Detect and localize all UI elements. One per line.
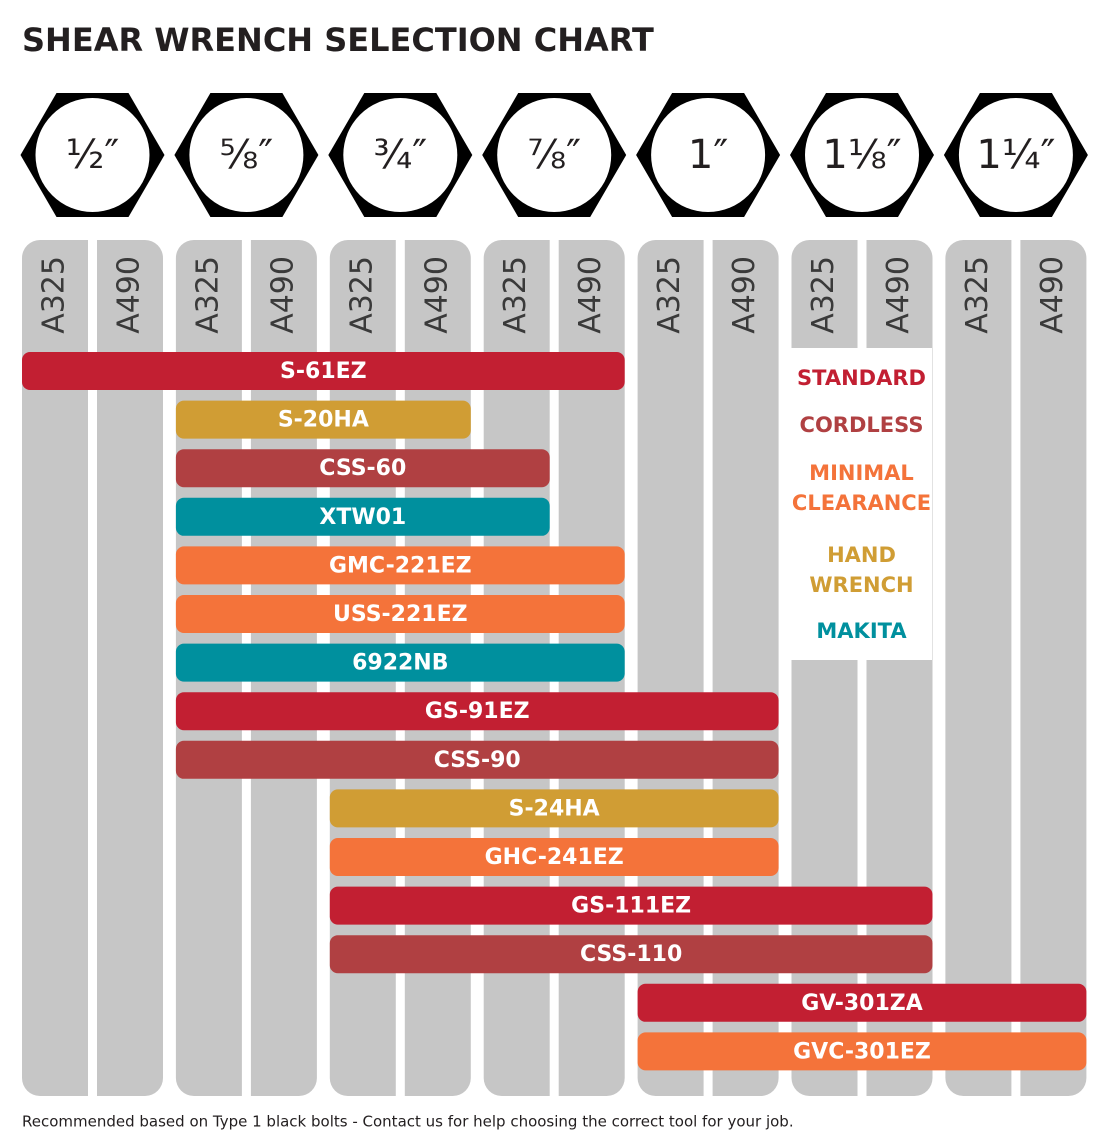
- grade-label: A325: [37, 256, 72, 334]
- legend-item: MINIMAL CLEARANCE: [791, 461, 932, 515]
- bolt-sizes: ½″ ⅝″ ¾″ ⅞″ 1″ 1⅛″ 1¼″: [20, 93, 1088, 217]
- tool-bar: [22, 352, 625, 390]
- tool-label: GS-111EZ: [571, 894, 691, 919]
- tool-bar: [637, 983, 1087, 1022]
- footnote: Recommended based on Type 1 black bolts …: [22, 1113, 794, 1131]
- nut-hole: [958, 98, 1073, 212]
- size-label: ⅞″: [527, 132, 581, 178]
- tool-bar: [175, 595, 625, 633]
- tool-label: CSS-90: [434, 748, 521, 773]
- grade-label: A490: [265, 256, 300, 334]
- size-label: 1⅛″: [822, 132, 901, 178]
- grade-label: A325: [190, 256, 225, 334]
- tool-bar: [329, 838, 779, 876]
- tool-label: USS-221EZ: [333, 602, 468, 627]
- tool-label: S-61EZ: [280, 359, 367, 384]
- size-label: ½″: [66, 132, 120, 178]
- nut-hole: [343, 98, 458, 212]
- tool-label: XTW01: [319, 505, 406, 530]
- grade-label: A325: [652, 256, 687, 334]
- tool-bar: [175, 692, 779, 731]
- legend-item: MAKITA: [816, 619, 907, 643]
- column-gap: [88, 240, 97, 1096]
- legend-item: STANDARD: [797, 366, 926, 390]
- size-label: ⅝″: [220, 132, 274, 178]
- tool-bar: [637, 1032, 1087, 1071]
- tool-label: S-20HA: [278, 408, 369, 433]
- tool-bar: [175, 497, 550, 536]
- tool-bar: [175, 740, 779, 779]
- tool-bar: [175, 400, 471, 439]
- grade-label: A325: [344, 256, 379, 334]
- grade-label: A325: [806, 256, 841, 334]
- size-label: 1″: [688, 132, 728, 178]
- column-gap: [1011, 240, 1021, 1096]
- nut-hole: [35, 98, 150, 212]
- grade-label: A490: [419, 256, 454, 334]
- title: SHEAR WRENCH SELECTION CHART: [22, 21, 654, 59]
- tool-label: GVC-301EZ: [793, 1039, 931, 1064]
- grade-label: A490: [573, 256, 608, 334]
- legend-box: [791, 348, 932, 660]
- column-gap: [703, 240, 713, 1096]
- tools: S-61EZ S-20HA CSS-60 XTW01 GMC-221EZ USS-221E…: [22, 352, 1087, 1071]
- nut-hole: [189, 98, 304, 212]
- tool-label: CSS-110: [580, 942, 682, 967]
- legend-item: HAND WRENCH: [809, 543, 914, 597]
- tool-bar: [175, 643, 625, 682]
- tool-label: GHC-241EZ: [485, 845, 624, 870]
- tool-label: GV-301ZA: [801, 991, 923, 1016]
- nut-hole: [651, 98, 766, 212]
- tool-label: 6922NB: [352, 651, 448, 676]
- tool-bar: [175, 546, 625, 585]
- tool-label: GS-91EZ: [425, 699, 530, 724]
- size-label: 1¼″: [976, 132, 1055, 178]
- tool-bar: [175, 449, 550, 488]
- column-gap: [857, 240, 867, 1096]
- size-label: ¾″: [373, 132, 427, 178]
- tool-label: S-24HA: [509, 796, 600, 821]
- grade-label: A325: [498, 256, 533, 334]
- tool-bar: [329, 935, 933, 974]
- grade-label: A490: [112, 256, 147, 334]
- grade-label: A490: [881, 256, 916, 334]
- tool-label: GMC-221EZ: [329, 553, 472, 578]
- tool-label: CSS-60: [319, 456, 406, 481]
- grade-label: A325: [960, 256, 995, 334]
- tool-bar: [329, 886, 933, 925]
- nut-hole: [497, 98, 612, 212]
- grade-label: A490: [727, 256, 762, 334]
- tool-bar: [329, 789, 779, 828]
- grade-label: A490: [1035, 256, 1070, 334]
- nut-hole: [805, 98, 919, 212]
- legend-item: CORDLESS: [799, 413, 924, 437]
